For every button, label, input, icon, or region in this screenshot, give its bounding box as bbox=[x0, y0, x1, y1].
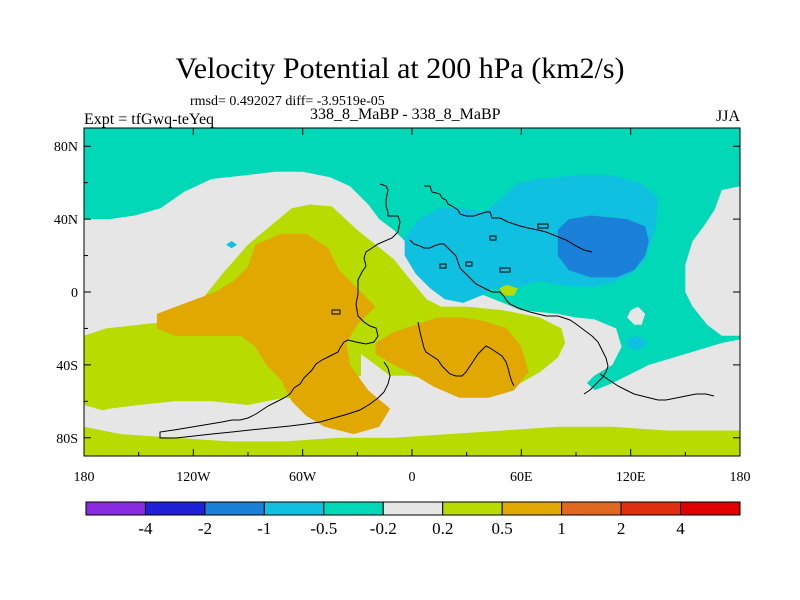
y-axis: 80N 40N 0 40S 80S bbox=[54, 140, 740, 447]
experiment-label: Expt = tfGwq-teYeq bbox=[84, 111, 215, 128]
x-tick-label: 120W bbox=[176, 470, 211, 485]
colorbar-swatch bbox=[263, 501, 325, 516]
colorbar-label: -4 bbox=[138, 519, 153, 538]
colorbar-swatch bbox=[620, 501, 682, 516]
colorbar-label: -0.2 bbox=[370, 519, 397, 538]
season-label: JJA bbox=[715, 108, 740, 125]
colorbar: -4 -2 -1 -0.5 -0.2 0.2 0.5 1 2 4 bbox=[85, 501, 741, 538]
coastline-eurasia-north bbox=[424, 185, 593, 253]
case-comparison-label: 338_8_MaBP - 338_8_MaBP bbox=[310, 106, 501, 123]
contour-region-east-africa-green bbox=[499, 284, 518, 296]
colorbar-swatch bbox=[501, 501, 563, 516]
x-axis: 180 120W 60W 0 60E 120E 180 bbox=[74, 128, 751, 485]
colorbar-label: -0.5 bbox=[310, 519, 337, 538]
colorbar-label: 4 bbox=[676, 519, 685, 538]
x-tick-label: 180 bbox=[74, 470, 95, 485]
coastline-islands bbox=[331, 223, 549, 315]
coastline-africa-south bbox=[417, 321, 515, 387]
colorbar-label: -1 bbox=[257, 519, 271, 538]
coastline-europe-africa bbox=[409, 239, 609, 395]
y-tick-label: 40S bbox=[56, 359, 78, 374]
x-tick-label: 0 bbox=[409, 470, 416, 485]
colorbar-label: 0.5 bbox=[492, 519, 513, 538]
x-tick-label: 60E bbox=[510, 470, 533, 485]
colorbar-swatch bbox=[144, 501, 206, 516]
colorbar-swatch bbox=[204, 501, 265, 516]
contour-region-africa-orange bbox=[375, 317, 529, 398]
x-tick-label: 60W bbox=[289, 470, 317, 485]
colorbar-swatch bbox=[85, 501, 146, 516]
colorbar-label: 0.2 bbox=[432, 519, 453, 538]
coastline-americas bbox=[159, 183, 401, 439]
x-tick-label: 120E bbox=[616, 470, 646, 485]
contour-region-southern-green-lower bbox=[84, 426, 740, 456]
contour-region-pacific-small-blue bbox=[226, 241, 238, 249]
contour-region-asia-core-blue bbox=[557, 215, 649, 278]
colorbar-swatch bbox=[442, 501, 503, 516]
colorbar-swatch bbox=[323, 501, 384, 516]
colorbar-swatch bbox=[561, 501, 622, 516]
colorbar-swatch bbox=[680, 501, 741, 516]
x-tick-label: 180 bbox=[730, 470, 751, 485]
y-tick-label: 40N bbox=[54, 213, 78, 228]
page-title: Velocity Potential at 200 hPa (km2/s) bbox=[175, 52, 625, 85]
coastline-layer bbox=[159, 183, 715, 439]
y-tick-label: 80N bbox=[54, 140, 78, 155]
contour-region-pacific-grey-hole bbox=[627, 306, 646, 325]
rmsd-diff-stats: rmsd= 0.492027 diff= -3.9519e-05 bbox=[190, 94, 385, 109]
y-tick-label: 0 bbox=[71, 286, 78, 301]
colorbar-label: 1 bbox=[557, 519, 566, 538]
contour-region-americas-orange bbox=[156, 233, 391, 435]
y-tick-label: 80S bbox=[56, 432, 78, 447]
colorbar-swatch bbox=[382, 501, 444, 516]
coastline-asia-southeast bbox=[599, 373, 715, 401]
colorbar-label: 2 bbox=[617, 519, 626, 538]
contour-region-southeast-pacific-blue bbox=[627, 335, 646, 351]
colorbar-label: -2 bbox=[198, 519, 212, 538]
